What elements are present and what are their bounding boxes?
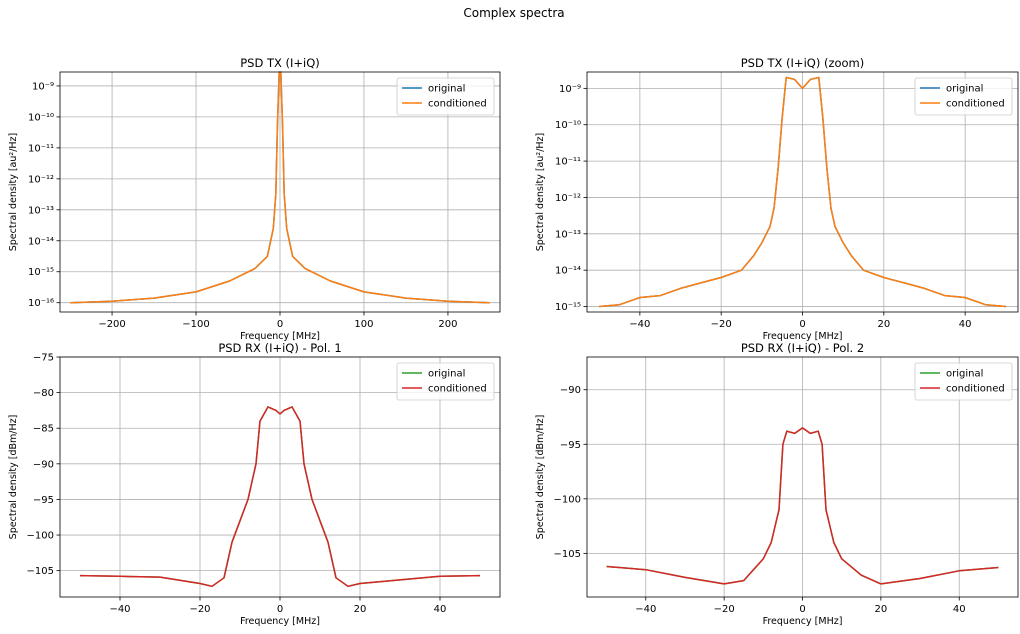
x-tick-label: −20 xyxy=(189,604,210,615)
y-tick-label: −95 xyxy=(560,440,581,451)
y-tick-label: −90 xyxy=(33,459,54,470)
y-tick-label: 10⁻¹⁶ xyxy=(28,298,54,309)
x-tick-label: 40 xyxy=(953,604,966,615)
x-tick-label: 20 xyxy=(877,319,890,330)
y-tick-label: 10⁻¹⁴ xyxy=(555,266,581,277)
x-tick-label: −20 xyxy=(714,604,735,615)
y-axis-label: Spectral density [dBm/Hz] xyxy=(8,415,19,540)
x-tick-label: −100 xyxy=(182,319,209,330)
x-tick-label: −200 xyxy=(98,319,125,330)
chart-title: PSD TX (I+iQ) xyxy=(240,56,320,70)
y-tick-label: 10⁻⁹ xyxy=(32,81,54,92)
x-tick-label: 0 xyxy=(799,319,805,330)
legend-label-conditioned: conditioned xyxy=(946,384,1005,395)
y-tick-label: 10⁻¹³ xyxy=(555,229,581,240)
chart-panel-rx1: −40 −20 0 20 40 −105 −100 −95 −90 −85 −80 −75 PSD RX… xyxy=(8,341,501,627)
y-axis-label: Spectral density [au²/Hz] xyxy=(535,133,546,252)
x-axis-label: Frequency [MHz] xyxy=(763,331,843,342)
x-tick-label: 200 xyxy=(438,319,457,330)
y-tick-label: 10⁻¹⁰ xyxy=(28,112,54,123)
x-axis-label: Frequency [MHz] xyxy=(763,616,843,627)
y-tick-label: 10⁻¹¹ xyxy=(555,157,581,168)
y-tick-label: −100 xyxy=(27,531,54,542)
legend-label-original: original xyxy=(428,84,465,95)
x-tick-label: −40 xyxy=(109,604,130,615)
x-tick-label: 0 xyxy=(277,604,283,615)
y-tick-label: −105 xyxy=(554,549,581,560)
chart-title: PSD RX (I+iQ) - Pol. 2 xyxy=(741,341,864,355)
x-tick-label: 20 xyxy=(874,604,887,615)
y-axis-label: Spectral density [au²/Hz] xyxy=(8,133,19,252)
legend: original conditioned xyxy=(914,77,1013,116)
x-axis-label: Frequency [MHz] xyxy=(240,331,320,342)
series-line-conditioned xyxy=(70,71,490,304)
series-line-conditioned xyxy=(599,76,1006,308)
y-tick-label: −90 xyxy=(560,385,581,396)
legend: original conditioned xyxy=(914,362,1013,401)
y-tick-label: 10⁻¹² xyxy=(555,193,581,204)
legend-label-original: original xyxy=(946,369,983,380)
x-tick-label: −40 xyxy=(629,319,650,330)
y-tick-label: 10⁻⁹ xyxy=(559,84,581,95)
chart-panel-rx2: −40 −20 0 20 40 −105 −100 −95 −90 PSD RX (I+iQ) -… xyxy=(535,341,1019,627)
y-tick-label: −105 xyxy=(27,566,54,577)
chart-panel-txz: −40 −20 0 20 40 10⁻¹⁵ 10⁻¹⁴ 10⁻¹³ 10⁻¹² 10⁻¹¹ 10⁻¹… xyxy=(535,56,1019,342)
x-tick-label: 0 xyxy=(277,319,283,330)
legend-label-conditioned: conditioned xyxy=(428,99,487,110)
y-tick-label: 10⁻¹⁵ xyxy=(28,267,54,278)
chart-panel-tx: −200 −100 0 100 200 10⁻¹⁶ 10⁻¹⁵ 10⁻¹⁴ 10⁻¹³ 10⁻¹²… xyxy=(8,56,501,342)
series-line-conditioned xyxy=(79,406,481,588)
x-tick-label: 40 xyxy=(434,604,447,615)
x-tick-label: 20 xyxy=(354,604,367,615)
chart-title: PSD RX (I+iQ) - Pol. 1 xyxy=(218,341,341,355)
x-tick-label: 40 xyxy=(959,319,972,330)
y-tick-label: −95 xyxy=(33,495,54,506)
x-tick-label: 0 xyxy=(799,604,805,615)
x-tick-label: −40 xyxy=(635,604,656,615)
series-line-conditioned xyxy=(606,427,999,585)
chart-title: PSD TX (I+iQ) (zoom) xyxy=(741,56,865,70)
legend: original conditioned xyxy=(396,362,495,401)
x-axis-label: Frequency [MHz] xyxy=(240,616,320,627)
x-tick-label: −20 xyxy=(711,319,732,330)
legend-label-conditioned: conditioned xyxy=(428,384,487,395)
y-tick-label: −85 xyxy=(33,424,54,435)
y-tick-label: −80 xyxy=(33,388,54,399)
y-tick-label: −100 xyxy=(554,494,581,505)
y-tick-label: 10⁻¹⁴ xyxy=(28,236,54,247)
legend: original conditioned xyxy=(396,77,495,116)
y-tick-label: 10⁻¹¹ xyxy=(28,143,54,154)
y-tick-label: 10⁻¹³ xyxy=(28,205,54,216)
x-tick-label: 100 xyxy=(354,319,373,330)
y-tick-label: 10⁻¹⁰ xyxy=(555,120,581,131)
legend-label-original: original xyxy=(428,369,465,380)
y-axis-label: Spectral density [dBm/Hz] xyxy=(535,415,546,540)
legend-label-conditioned: conditioned xyxy=(946,99,1005,110)
legend-label-original: original xyxy=(946,84,983,95)
y-tick-label: −75 xyxy=(33,353,54,364)
figure-title: Complex spectra xyxy=(463,6,564,20)
y-tick-label: 10⁻¹⁵ xyxy=(555,302,581,313)
y-tick-label: 10⁻¹² xyxy=(28,174,54,185)
